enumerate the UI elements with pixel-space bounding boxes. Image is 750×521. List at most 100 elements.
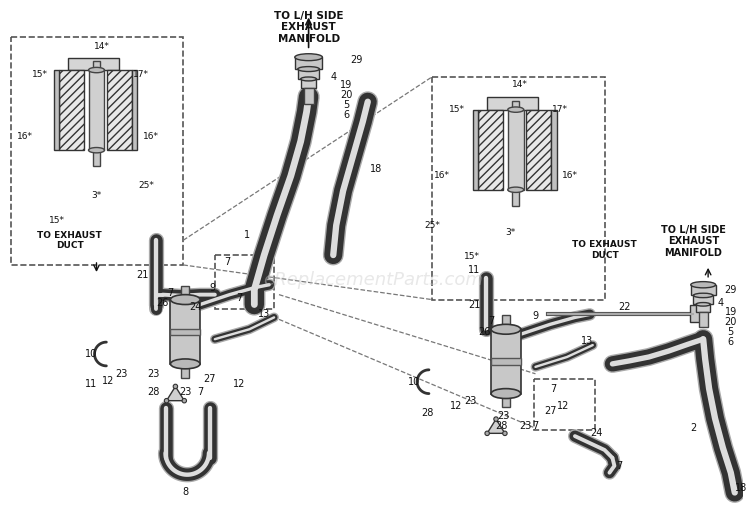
Bar <box>526 109 551 190</box>
Bar <box>694 295 713 304</box>
Bar <box>690 305 702 322</box>
Text: 7: 7 <box>167 288 173 297</box>
Ellipse shape <box>301 77 316 81</box>
Text: 16*: 16* <box>142 132 159 141</box>
Text: 12: 12 <box>557 401 569 412</box>
Circle shape <box>485 431 489 436</box>
Text: 11: 11 <box>468 265 481 275</box>
Circle shape <box>173 384 178 389</box>
Text: 15*: 15* <box>32 69 48 79</box>
Text: eReplacementParts.com: eReplacementParts.com <box>262 271 483 289</box>
Text: 28: 28 <box>421 408 434 418</box>
Text: 7: 7 <box>532 421 538 431</box>
Circle shape <box>503 431 507 436</box>
Bar <box>699 313 708 327</box>
Text: 7: 7 <box>197 387 203 396</box>
Text: 23: 23 <box>498 411 510 421</box>
Text: 20: 20 <box>724 317 737 327</box>
Text: 18: 18 <box>370 164 382 174</box>
Text: 7: 7 <box>224 257 231 267</box>
Text: 17*: 17* <box>552 105 568 114</box>
Bar <box>432 77 604 300</box>
Bar <box>295 57 322 69</box>
Bar <box>182 286 189 301</box>
Text: 13: 13 <box>258 309 270 319</box>
Bar <box>502 315 510 330</box>
Text: 4: 4 <box>330 72 336 82</box>
Text: 25*: 25* <box>424 221 439 230</box>
Text: 13: 13 <box>580 336 593 346</box>
Text: 2: 2 <box>690 423 697 433</box>
Text: 23: 23 <box>179 387 191 396</box>
Bar <box>491 358 520 365</box>
Text: 27: 27 <box>544 406 556 416</box>
Text: 26: 26 <box>478 327 490 337</box>
Bar <box>301 79 316 88</box>
Text: 9: 9 <box>210 283 216 293</box>
Bar <box>88 70 104 150</box>
Text: 12: 12 <box>233 379 246 389</box>
Text: 15*: 15* <box>448 105 464 114</box>
Text: 29: 29 <box>350 55 362 65</box>
Text: 7: 7 <box>236 293 243 303</box>
Text: 9: 9 <box>532 312 538 321</box>
Text: 1: 1 <box>244 230 250 240</box>
Text: 16*: 16* <box>433 171 450 180</box>
Text: 24: 24 <box>189 303 201 313</box>
Polygon shape <box>54 70 59 150</box>
Text: 19: 19 <box>724 307 737 317</box>
Text: 10: 10 <box>408 377 420 387</box>
Text: 23: 23 <box>464 396 476 406</box>
Text: 5: 5 <box>728 327 734 337</box>
Ellipse shape <box>491 389 520 399</box>
Text: TO EXHAUST
DUCT: TO EXHAUST DUCT <box>572 240 637 260</box>
Text: 8: 8 <box>182 488 188 498</box>
Text: 22: 22 <box>618 303 631 313</box>
Ellipse shape <box>170 359 200 369</box>
Bar <box>304 88 313 104</box>
Ellipse shape <box>694 293 713 297</box>
Text: 16*: 16* <box>16 132 32 141</box>
Ellipse shape <box>508 107 524 113</box>
Text: 21: 21 <box>468 300 481 309</box>
Text: 6: 6 <box>343 109 350 120</box>
Text: 23: 23 <box>148 369 160 379</box>
Bar <box>491 329 520 393</box>
Polygon shape <box>132 70 137 150</box>
Bar <box>59 70 84 150</box>
Bar <box>10 38 183 265</box>
Polygon shape <box>166 387 184 401</box>
Text: 23: 23 <box>520 421 532 431</box>
Text: 21: 21 <box>136 270 149 280</box>
Text: 14*: 14* <box>94 42 110 51</box>
Bar <box>107 70 132 150</box>
Ellipse shape <box>88 147 104 153</box>
Bar <box>691 285 715 295</box>
Text: 15*: 15* <box>464 252 480 260</box>
Text: 16*: 16* <box>562 171 578 180</box>
Text: 7: 7 <box>616 461 622 471</box>
Text: 19: 19 <box>340 80 352 90</box>
Text: 14*: 14* <box>512 80 528 90</box>
Bar <box>298 69 320 79</box>
Bar <box>214 255 274 309</box>
Bar <box>512 190 519 206</box>
Text: 3*: 3* <box>92 191 101 200</box>
Ellipse shape <box>491 324 520 334</box>
Text: 4: 4 <box>718 297 724 307</box>
Text: 28: 28 <box>495 421 507 431</box>
Circle shape <box>494 417 498 421</box>
Text: 29: 29 <box>724 284 737 295</box>
Bar <box>533 379 595 430</box>
Text: 28: 28 <box>148 387 160 396</box>
Bar <box>502 393 510 407</box>
Text: 5: 5 <box>343 100 350 110</box>
Text: 15*: 15* <box>49 216 65 225</box>
Ellipse shape <box>691 282 715 288</box>
Text: 24: 24 <box>590 428 603 438</box>
Ellipse shape <box>88 67 104 73</box>
Bar <box>93 61 100 70</box>
Ellipse shape <box>298 67 320 71</box>
Circle shape <box>182 399 187 403</box>
Text: 12: 12 <box>451 401 463 412</box>
